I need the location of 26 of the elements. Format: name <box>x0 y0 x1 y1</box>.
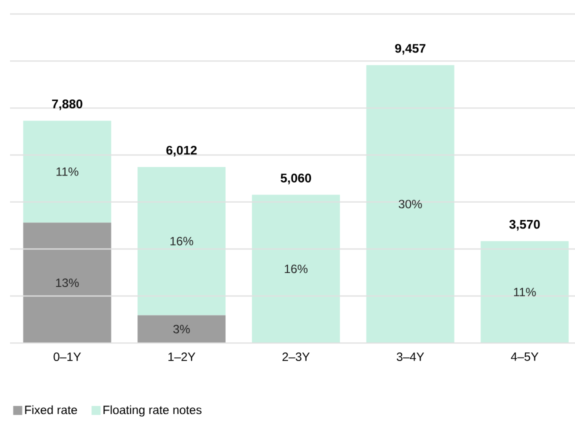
bar <box>138 315 226 343</box>
annotation: 7,880 <box>52 100 82 110</box>
annotation: 3,570 <box>509 220 540 231</box>
legend-label: Fixed rate <box>25 405 77 414</box>
x-tick-label: 3–4Y <box>396 352 424 362</box>
data-label: 11% <box>56 167 78 176</box>
annotation: 6,012 <box>166 146 197 156</box>
data-label: 3% <box>173 324 190 334</box>
bar <box>138 167 226 316</box>
bar <box>252 194 340 343</box>
data-label: 16% <box>170 236 194 246</box>
data-label: 16% <box>284 264 308 274</box>
x-tick-label: 0–1Y <box>54 352 81 362</box>
data-label: 13% <box>56 278 79 288</box>
annotation: 5,060 <box>280 174 312 184</box>
bar <box>366 65 454 343</box>
x-tick-label: 1–2Y <box>168 352 196 361</box>
x-tick-label: 4–5Y <box>510 352 538 361</box>
bar <box>23 120 112 223</box>
data-label: 30% <box>398 200 422 208</box>
annotation: 9,457 <box>395 44 426 55</box>
x-tick-label: 2–3Y <box>282 352 310 362</box>
bar <box>23 222 112 343</box>
legend-label: Floating rate notes <box>104 405 202 417</box>
bar <box>480 241 569 343</box>
data-label: 11% <box>514 288 536 296</box>
